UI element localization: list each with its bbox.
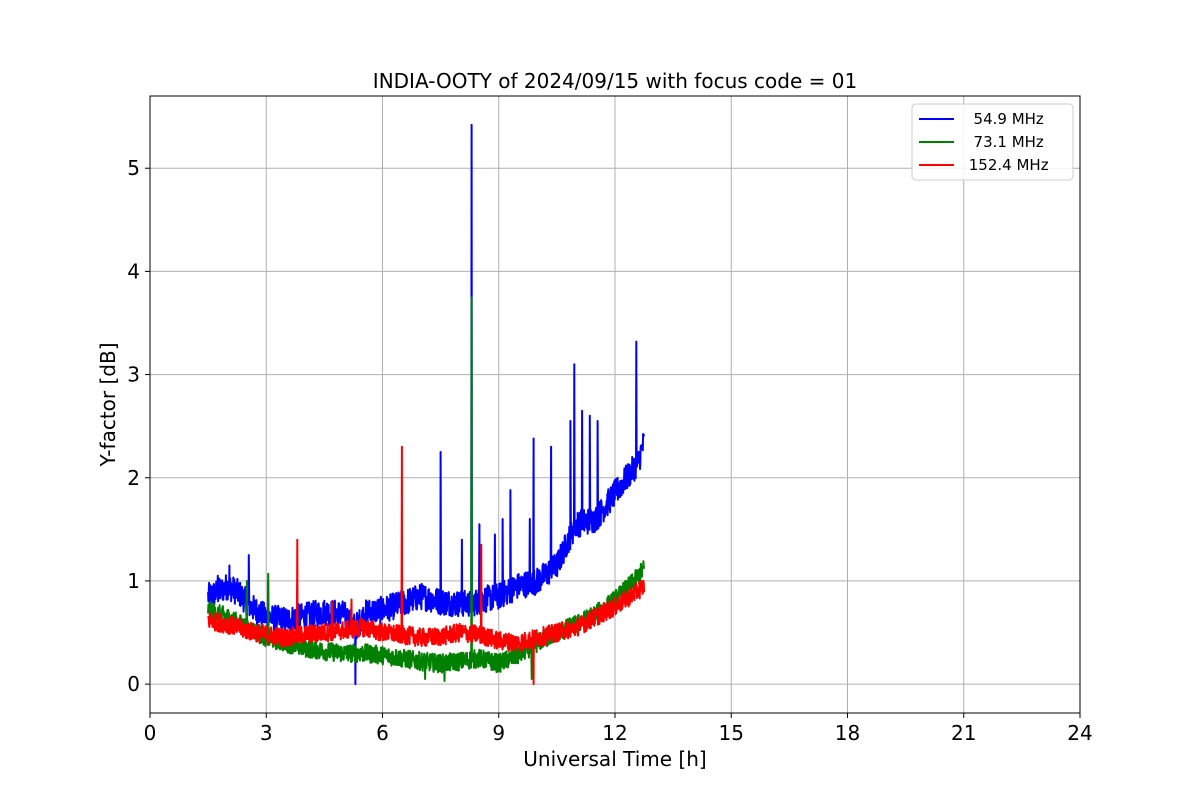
legend-label: 54.9 MHz (964, 110, 1044, 128)
x-tick-label: 12 (602, 721, 627, 745)
series-2 (207, 445, 646, 686)
series-0 (207, 123, 646, 686)
y-tick-label: 4 (127, 259, 140, 283)
series-line (207, 445, 646, 686)
x-axis-label: Universal Time [h] (523, 747, 706, 771)
legend-label: 73.1 MHz (964, 133, 1044, 151)
y-tick-label: 5 (127, 156, 140, 180)
x-ticks: 0 3 6 9 12 15 18 21 24 (144, 713, 1093, 745)
y-tick-label: 3 (127, 363, 140, 387)
legend: 54.9 MHz 73.1 MHz 152.4 MHz (911, 103, 1074, 181)
y-tick-label: 1 (127, 569, 140, 593)
x-tick-label: 21 (951, 721, 976, 745)
legend-box (911, 103, 1074, 181)
x-tick-label: 3 (260, 721, 273, 745)
series-line (207, 123, 646, 686)
x-tick-label: 24 (1067, 721, 1092, 745)
legend-label: 152.4 MHz (964, 156, 1049, 174)
x-tick-label: 15 (719, 721, 744, 745)
y-ticks: 0 1 2 3 4 5 (127, 156, 150, 696)
y-tick-label: 2 (127, 466, 140, 490)
chart-title: INDIA-OOTY of 2024/09/15 with focus code… (373, 69, 857, 93)
x-tick-label: 6 (376, 721, 389, 745)
series-layer (207, 123, 646, 686)
grid (149, 96, 1081, 713)
y-tick-label: 0 (127, 672, 140, 696)
x-tick-label: 18 (835, 721, 860, 745)
x-tick-label: 9 (492, 721, 505, 745)
x-tick-label: 0 (144, 721, 157, 745)
y-axis-label: Y-factor [dB] (96, 342, 120, 467)
